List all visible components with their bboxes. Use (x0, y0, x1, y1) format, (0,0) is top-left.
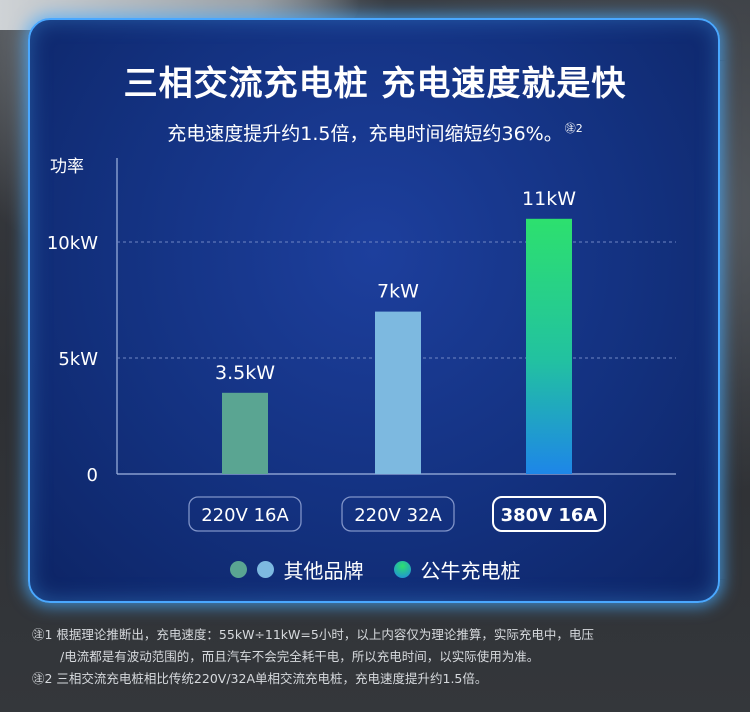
bar-value-label-2: 11kW (522, 188, 576, 210)
y-axis-title: 功率 (50, 157, 84, 177)
bar-value-label-0: 3.5kW (215, 362, 275, 384)
bar-0 (222, 392, 268, 474)
legend-swatch-other-1 (229, 561, 247, 578)
footnote-1: ㊟1 根据理论推断出，充电速度：55kW÷11kW=5小时，以上内容仅为理论推算… (32, 627, 594, 642)
page-subtitle: 充电速度提升约1.5倍，充电时间缩短约36%。 ㊟2 (0, 119, 750, 146)
category-box-2 (492, 496, 606, 532)
category-label-0: 220V 16A (201, 505, 289, 526)
footnotes: ㊟1 根据理论推断出，充电速度：55kW÷11kW=5小时，以上内容仅为理论推算… (32, 624, 732, 690)
bar-value-label-1: 7kW (377, 281, 419, 303)
y-tick-label-2: 10kW (47, 233, 98, 254)
y-tick-label-0: 0 (87, 465, 98, 486)
bar-2 (526, 218, 572, 474)
legend-label-bull: 公牛充电桩 (420, 559, 521, 583)
category-box-1 (341, 496, 455, 532)
legend-swatch-other-2 (256, 561, 274, 578)
legend: 其他品牌 公牛充电桩 (0, 555, 750, 584)
y-tick-label-1: 5kW (58, 349, 98, 370)
legend-swatch-bull (393, 561, 411, 578)
category-label-2: 380V 16A (501, 505, 598, 526)
category-label-1: 220V 32A (354, 505, 442, 526)
subtitle-footnote-mark: ㊟2 (564, 122, 583, 135)
subtitle-text: 充电速度提升约1.5倍，充电时间缩短约36%。 (167, 123, 563, 145)
bar-1 (375, 311, 421, 474)
footnote-1-cont: /电流都是有波动范围的，而且汽车不会完全耗干电，所以充电时间，以实际使用为准。 (60, 649, 540, 664)
footnote-2: ㊟2 三相交流充电桩相比传统220V/32A单相交流充电桩，充电速度提升约1.5… (32, 671, 488, 686)
page-title: 三相交流充电桩 充电速度就是快 (123, 64, 627, 104)
category-box-0 (188, 496, 302, 532)
legend-label-other: 其他品牌 (283, 559, 364, 583)
